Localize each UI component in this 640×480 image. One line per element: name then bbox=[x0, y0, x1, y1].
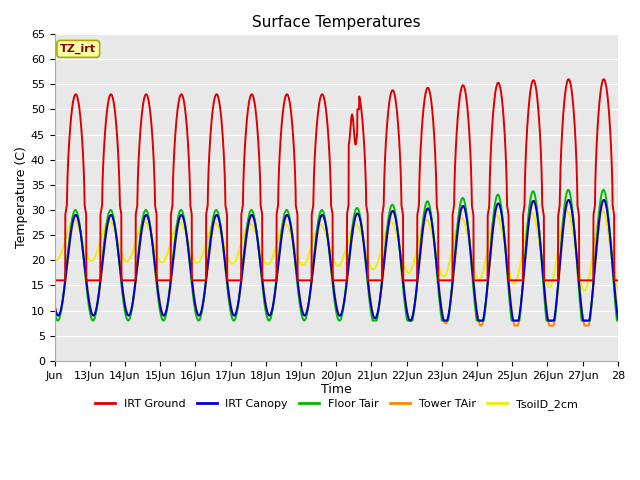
Line: TsoilD_2cm: TsoilD_2cm bbox=[54, 210, 618, 290]
IRT Canopy bbox=[604, 208, 611, 214]
Tower TAir bbox=[148, 237, 156, 242]
IRT Ground bbox=[267, 277, 275, 283]
Tower TAir bbox=[600, 197, 608, 203]
Floor Tair bbox=[604, 203, 611, 209]
IRT Ground bbox=[115, 166, 123, 171]
Floor Tair bbox=[148, 240, 156, 246]
Floor Tair bbox=[267, 315, 275, 321]
Tower TAir bbox=[267, 312, 275, 318]
IRT Ground bbox=[291, 169, 299, 175]
X-axis label: Time: Time bbox=[321, 384, 351, 396]
TsoilD_2cm bbox=[148, 236, 156, 241]
IRT Ground bbox=[148, 133, 156, 139]
Line: Floor Tair: Floor Tair bbox=[54, 190, 618, 321]
Floor Tair bbox=[614, 318, 621, 324]
IRT Ground bbox=[614, 277, 621, 283]
TsoilD_2cm bbox=[542, 278, 550, 284]
IRT Ground bbox=[600, 76, 607, 82]
IRT Canopy bbox=[406, 318, 413, 324]
IRT Ground bbox=[603, 89, 611, 95]
Floor Tair bbox=[51, 309, 58, 315]
Y-axis label: Temperature (C): Temperature (C) bbox=[15, 146, 28, 248]
TsoilD_2cm bbox=[267, 259, 275, 264]
Line: IRT Ground: IRT Ground bbox=[54, 79, 618, 280]
TsoilD_2cm bbox=[598, 207, 606, 213]
Tower TAir bbox=[604, 206, 611, 212]
TsoilD_2cm bbox=[51, 256, 58, 262]
IRT Canopy bbox=[115, 254, 123, 260]
IRT Canopy bbox=[614, 315, 621, 321]
TsoilD_2cm bbox=[604, 223, 611, 228]
IRT Canopy bbox=[51, 303, 58, 309]
Title: Surface Temperatures: Surface Temperatures bbox=[252, 15, 420, 30]
Text: TZ_irt: TZ_irt bbox=[60, 44, 96, 54]
TsoilD_2cm bbox=[115, 241, 123, 247]
IRT Ground bbox=[51, 277, 58, 283]
TsoilD_2cm bbox=[614, 286, 621, 291]
Tower TAir bbox=[51, 301, 58, 307]
IRT Canopy bbox=[600, 197, 607, 203]
Line: Tower TAir: Tower TAir bbox=[54, 200, 618, 325]
IRT Canopy bbox=[543, 306, 550, 312]
IRT Canopy bbox=[291, 256, 299, 262]
Tower TAir bbox=[115, 252, 123, 257]
Floor Tair bbox=[543, 316, 550, 322]
Tower TAir bbox=[477, 323, 484, 328]
Floor Tair bbox=[600, 187, 607, 193]
Floor Tair bbox=[291, 259, 299, 264]
TsoilD_2cm bbox=[580, 288, 588, 293]
Floor Tair bbox=[115, 257, 123, 263]
IRT Ground bbox=[542, 277, 550, 283]
Tower TAir bbox=[291, 252, 299, 258]
IRT Canopy bbox=[148, 240, 156, 245]
Tower TAir bbox=[543, 303, 550, 309]
Line: IRT Canopy: IRT Canopy bbox=[54, 200, 618, 321]
IRT Canopy bbox=[267, 312, 275, 317]
TsoilD_2cm bbox=[291, 245, 299, 251]
Tower TAir bbox=[614, 313, 621, 319]
Floor Tair bbox=[335, 318, 343, 324]
Legend: IRT Ground, IRT Canopy, Floor Tair, Tower TAir, TsoilD_2cm: IRT Ground, IRT Canopy, Floor Tair, Towe… bbox=[90, 394, 582, 414]
